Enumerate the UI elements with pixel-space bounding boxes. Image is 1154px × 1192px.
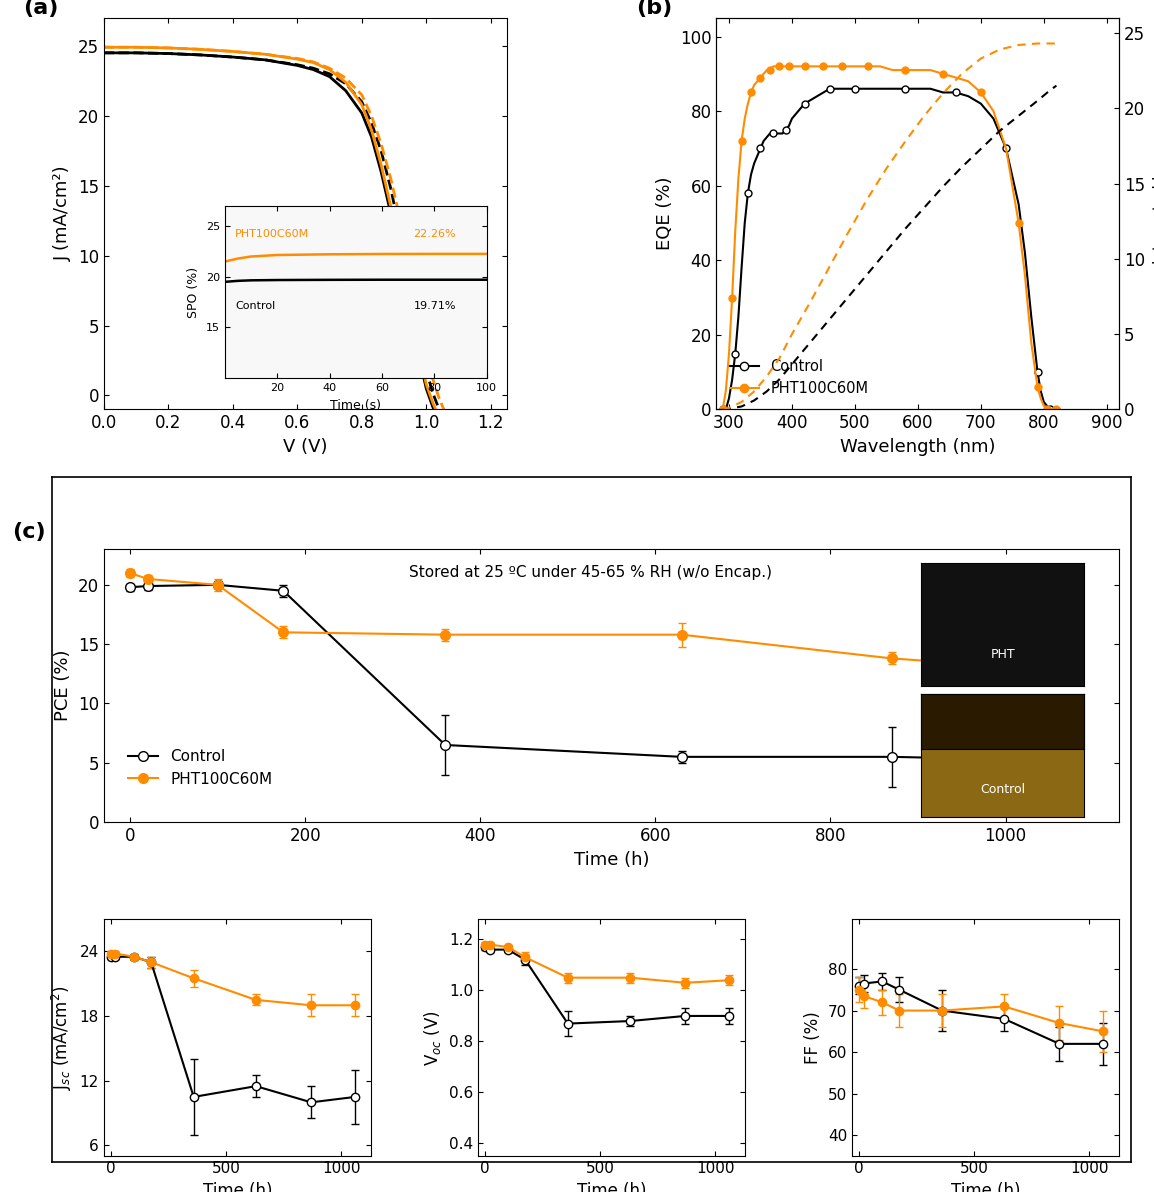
X-axis label: Time (h): Time (h) — [574, 851, 650, 869]
Control — [715, 403, 729, 417]
Text: (b): (b) — [636, 0, 672, 18]
Legend: Control, PHT100C60M: Control, PHT100C60M — [724, 353, 875, 402]
Text: (a): (a) — [23, 0, 59, 18]
Control — [886, 81, 900, 95]
X-axis label: Time (h): Time (h) — [951, 1181, 1020, 1192]
X-axis label: Time (h): Time (h) — [203, 1181, 272, 1192]
PHT100C60M — [1052, 403, 1066, 417]
Y-axis label: V$_{oc}$ (V): V$_{oc}$ (V) — [422, 1010, 443, 1066]
PHT100C60M — [782, 60, 796, 74]
Text: Stored at 25 ºC under 45-65 % RH (w/o Encap.): Stored at 25 ºC under 45-65 % RH (w/o En… — [409, 565, 772, 579]
Y-axis label: EQE (%): EQE (%) — [657, 176, 674, 250]
PHT100C60M — [987, 104, 1001, 118]
Y-axis label: J$_{sc}$ (mA/cm$^2$): J$_{sc}$ (mA/cm$^2$) — [50, 986, 74, 1089]
PHT100C60M — [886, 63, 900, 77]
Y-axis label: PCE (%): PCE (%) — [54, 650, 73, 721]
X-axis label: Wavelength (nm): Wavelength (nm) — [840, 437, 996, 455]
Control — [719, 403, 733, 417]
Legend: Control, PHT100C60M: Control, PHT100C60M — [121, 743, 279, 793]
X-axis label: Time (h): Time (h) — [577, 1181, 646, 1192]
Text: (c): (c) — [13, 522, 46, 542]
PHT100C60M — [715, 403, 729, 417]
Control — [779, 123, 793, 137]
Y-axis label: J (mA/cm²): J (mA/cm²) — [54, 166, 73, 261]
Control — [987, 111, 1001, 125]
Control — [911, 81, 924, 95]
PHT100C60M — [848, 60, 862, 74]
Y-axis label: FF (%): FF (%) — [804, 1011, 823, 1064]
X-axis label: V (V): V (V) — [283, 437, 328, 455]
Control — [823, 81, 837, 95]
PHT100C60M — [911, 63, 924, 77]
Y-axis label: Integrated J$_{sc}$
(mA/cm$^2$): Integrated J$_{sc}$ (mA/cm$^2$) — [1151, 162, 1154, 265]
PHT100C60M — [719, 384, 733, 398]
Line: Control: Control — [719, 86, 1063, 412]
PHT100C60M — [766, 60, 780, 74]
Line: PHT100C60M: PHT100C60M — [719, 63, 1063, 412]
Control — [1052, 403, 1066, 417]
Control — [848, 81, 862, 95]
